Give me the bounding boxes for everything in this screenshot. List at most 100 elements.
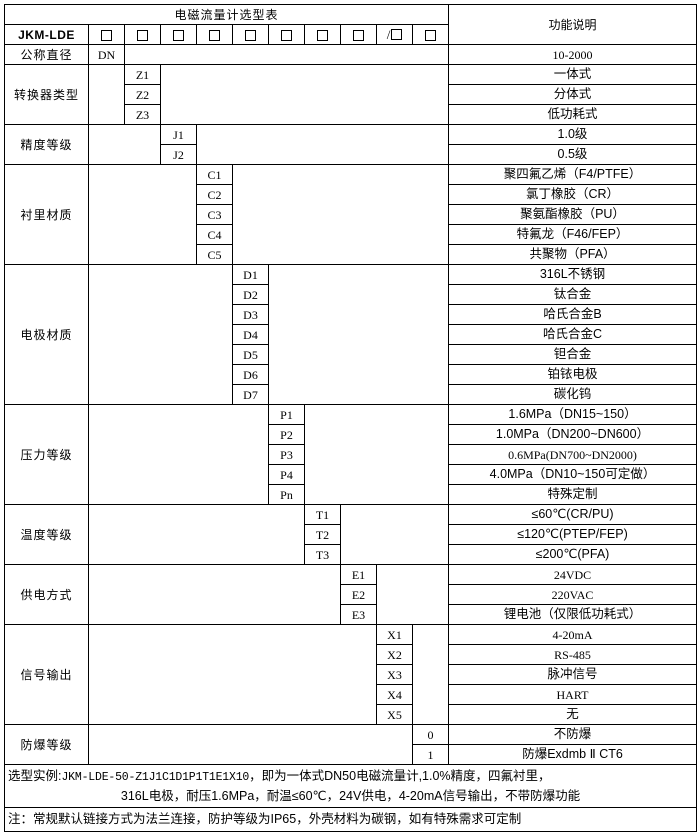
checkbox-icon[interactable] bbox=[391, 29, 403, 41]
checkbox-icon[interactable] bbox=[209, 29, 220, 41]
checkbox-icon[interactable] bbox=[317, 29, 328, 41]
model-checkbox-3[interactable] bbox=[160, 24, 197, 45]
checkbox-icon[interactable] bbox=[425, 29, 436, 41]
section-row: 转换器类型 Z1 一体式 bbox=[4, 64, 697, 125]
code-cell-signal-output-X3[interactable]: X3 bbox=[376, 664, 413, 685]
description-converter-type-Z3: 低功耗式 bbox=[448, 104, 697, 125]
code-cell-temperature-grade-T2[interactable]: T2 bbox=[304, 524, 341, 545]
model-checkbox-5[interactable] bbox=[232, 24, 269, 45]
function-description-header: 功能说明 bbox=[448, 4, 697, 45]
code-cell-electrode-material-D1[interactable]: D1 bbox=[232, 264, 269, 285]
section-row: 温度等级 T1 ≤60℃(CR/PU) bbox=[4, 504, 697, 565]
code-cell-power-supply-E1[interactable]: E1 bbox=[340, 564, 377, 585]
note-example-line2: 316L电极，耐压1.6MPa，耐温≤60℃，24V供电，4-20mA信号输出，… bbox=[120, 788, 581, 803]
description-signal-output-X4: HART bbox=[448, 684, 697, 705]
spacer-left-temperature-grade bbox=[88, 504, 305, 565]
spacer-right-accuracy-grade bbox=[196, 124, 449, 165]
section-row: 电极材质 D1 316L不锈钢 bbox=[4, 264, 697, 405]
code-cell-liner-material-C5[interactable]: C5 bbox=[196, 244, 233, 265]
description-electrode-material-D2: 钛合金 bbox=[448, 284, 697, 305]
model-checkbox-10[interactable] bbox=[412, 24, 449, 45]
note-example-cell: 选型实例:JKM-LDE-50-Z1J1C1D1P1T1E1X10，即为一体式D… bbox=[4, 765, 697, 808]
code-cell-pressure-grade-P1[interactable]: P1 bbox=[268, 404, 305, 425]
spacer-right-temperature-grade bbox=[340, 504, 449, 565]
description-pressure-grade-P2: 1.0MPa（DN200~DN600） bbox=[448, 424, 697, 445]
code-cell-pressure-grade-Pn[interactable]: Pn bbox=[268, 484, 305, 505]
code-cell-explosion-proof-grade-1[interactable]: 1 bbox=[412, 744, 449, 765]
code-cell-liner-material-C3[interactable]: C3 bbox=[196, 204, 233, 225]
description-converter-type-Z1: 一体式 bbox=[448, 64, 697, 85]
checkbox-icon[interactable] bbox=[245, 29, 256, 41]
model-prefix-label: JKM-LDE bbox=[4, 24, 89, 45]
spacer-right-nominal-diameter bbox=[124, 44, 449, 65]
code-cell-electrode-material-D6[interactable]: D6 bbox=[232, 364, 269, 385]
checkbox-icon[interactable] bbox=[353, 29, 364, 41]
section-row: 衬里材质 C1 聚四氟乙烯（F4/PTFE） bbox=[4, 164, 697, 265]
section-row: X2 RS-485 bbox=[5, 644, 697, 665]
spacer-right-power-supply bbox=[376, 564, 449, 625]
code-cell-pressure-grade-P2[interactable]: P2 bbox=[268, 424, 305, 445]
code-cell-converter-type-Z2[interactable]: Z2 bbox=[124, 84, 161, 105]
section-label-temperature-grade: 温度等级 bbox=[4, 504, 89, 565]
code-cell-liner-material-C1[interactable]: C1 bbox=[196, 164, 233, 185]
section-row: 防爆等级 0 不防爆 bbox=[4, 724, 697, 765]
code-cell-pressure-grade-P3[interactable]: P3 bbox=[268, 444, 305, 465]
model-checkbox-1[interactable] bbox=[88, 24, 125, 45]
section-row: 压力等级 P1 1.6MPa（DN15~150） bbox=[4, 404, 697, 505]
code-cell-signal-output-X4[interactable]: X4 bbox=[376, 684, 413, 705]
section-row: P3 0.6MPa(DN700~DN2000) bbox=[5, 444, 697, 465]
spacer-right-pressure-grade bbox=[304, 404, 449, 505]
section-row: 公称直径 DN 10-2000 bbox=[4, 44, 697, 65]
model-checkbox-6[interactable] bbox=[268, 24, 305, 45]
section-label-power-supply: 供电方式 bbox=[4, 564, 89, 625]
description-signal-output-X5: 无 bbox=[448, 704, 697, 725]
code-cell-electrode-material-D7[interactable]: D7 bbox=[232, 384, 269, 405]
description-pressure-grade-P4: 4.0MPa（DN10~150可定做） bbox=[448, 464, 697, 485]
code-cell-converter-type-Z1[interactable]: Z1 bbox=[124, 64, 161, 85]
description-liner-material-C4: 特氟龙（F46/FEP） bbox=[448, 224, 697, 245]
model-checkbox-7[interactable] bbox=[304, 24, 341, 45]
section-label-converter-type: 转换器类型 bbox=[4, 64, 89, 125]
model-checkbox-2[interactable] bbox=[124, 24, 161, 45]
code-cell-electrode-material-D5[interactable]: D5 bbox=[232, 344, 269, 365]
model-checkbox-9[interactable]: / bbox=[376, 24, 413, 45]
code-cell-electrode-material-D4[interactable]: D4 bbox=[232, 324, 269, 345]
checkbox-icon[interactable] bbox=[281, 29, 292, 41]
spacer-left-electrode-material bbox=[88, 264, 233, 405]
section-row: X5 无 bbox=[5, 704, 697, 725]
section-label-liner-material: 衬里材质 bbox=[4, 164, 89, 265]
code-cell-power-supply-E3[interactable]: E3 bbox=[340, 604, 377, 625]
code-cell-electrode-material-D2[interactable]: D2 bbox=[232, 284, 269, 305]
description-accuracy-grade-J2: 0.5级 bbox=[448, 144, 697, 165]
description-liner-material-C2: 氯丁橡胶（CR） bbox=[448, 184, 697, 205]
description-temperature-grade-T2: ≤120℃(PTEP/FEP) bbox=[448, 524, 697, 545]
code-cell-accuracy-grade-J2[interactable]: J2 bbox=[160, 144, 197, 165]
spacer-left-pressure-grade bbox=[88, 404, 269, 505]
code-cell-liner-material-C4[interactable]: C4 bbox=[196, 224, 233, 245]
code-cell-nominal-diameter-DN[interactable]: DN bbox=[88, 44, 125, 65]
code-cell-converter-type-Z3[interactable]: Z3 bbox=[124, 104, 161, 125]
code-cell-pressure-grade-P4[interactable]: P4 bbox=[268, 464, 305, 485]
description-signal-output-X1: 4-20mA bbox=[448, 624, 697, 645]
checkbox-icon[interactable] bbox=[137, 29, 148, 41]
code-cell-explosion-proof-grade-0[interactable]: 0 bbox=[412, 724, 449, 745]
code-cell-liner-material-C2[interactable]: C2 bbox=[196, 184, 233, 205]
slash-separator: / bbox=[386, 27, 391, 43]
code-cell-signal-output-X5[interactable]: X5 bbox=[376, 704, 413, 725]
description-liner-material-C5: 共聚物（PFA） bbox=[448, 244, 697, 265]
description-accuracy-grade-J1: 1.0级 bbox=[448, 124, 697, 145]
note-example-code: JKM-LDE-50-Z1J1C1D1P1T1E1X10 bbox=[61, 771, 250, 785]
code-cell-signal-output-X2[interactable]: X2 bbox=[376, 644, 413, 665]
code-cell-electrode-material-D3[interactable]: D3 bbox=[232, 304, 269, 325]
model-checkbox-8[interactable] bbox=[340, 24, 377, 45]
code-cell-temperature-grade-T3[interactable]: T3 bbox=[304, 544, 341, 565]
checkbox-icon[interactable] bbox=[173, 29, 184, 41]
spacer-right-signal-output bbox=[412, 624, 449, 725]
checkbox-icon[interactable] bbox=[101, 29, 112, 41]
code-cell-accuracy-grade-J1[interactable]: J1 bbox=[160, 124, 197, 145]
description-power-supply-E1: 24VDC bbox=[448, 564, 697, 585]
model-checkbox-4[interactable] bbox=[196, 24, 233, 45]
code-cell-power-supply-E2[interactable]: E2 bbox=[340, 584, 377, 605]
code-cell-temperature-grade-T1[interactable]: T1 bbox=[304, 504, 341, 525]
code-cell-signal-output-X1[interactable]: X1 bbox=[376, 624, 413, 645]
